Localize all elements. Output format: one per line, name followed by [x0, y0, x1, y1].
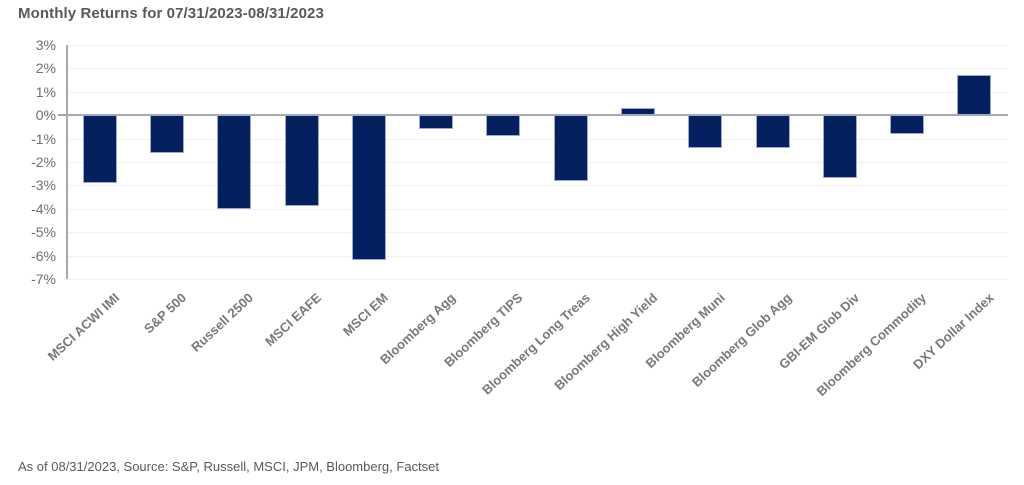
x-label-russell-2500: Russell 2500 — [188, 290, 257, 355]
gridline-1pct — [66, 91, 1008, 93]
bar-s-p-500 — [149, 115, 184, 153]
zero-gridline — [58, 114, 1008, 117]
x-label-msci-eafe: MSCI EAFE — [261, 290, 324, 350]
bar-msci-eafe — [284, 115, 319, 207]
plot-area — [58, 45, 1008, 280]
bar-bloomberg-high-yield — [620, 108, 655, 116]
bar-msci-em — [351, 115, 386, 261]
bar-russell-2500 — [217, 115, 252, 209]
y-tick-label--4pct: -4% — [31, 200, 56, 217]
bar-bloomberg-long-treas — [553, 115, 588, 181]
chart-title: Monthly Returns for 07/31/2023-08/31/202… — [18, 5, 324, 22]
gridline--6pct — [66, 255, 1008, 257]
bar-msci-acwi-imi — [82, 115, 117, 184]
gridline--3pct — [66, 185, 1008, 187]
x-label-s-p-500: S&P 500 — [141, 290, 190, 337]
y-tick-label-0pct: 0% — [35, 107, 56, 124]
x-label-msci-em: MSCI EM — [340, 290, 392, 339]
y-tick-label--3pct: -3% — [31, 177, 56, 194]
y-tick-label-1pct: 1% — [35, 83, 56, 100]
bar-bloomberg-commodity — [890, 115, 925, 134]
bar-bloomberg-agg — [419, 115, 454, 130]
gridline--4pct — [66, 208, 1008, 210]
bar-gbi-em-glob-div — [822, 115, 857, 179]
y-axis-line — [66, 45, 68, 279]
gridline--1pct — [66, 138, 1008, 140]
bar-bloomberg-tips — [486, 115, 521, 137]
gridline--7pct — [66, 279, 1008, 280]
gridline--2pct — [66, 162, 1008, 163]
y-tick-label--1pct: -1% — [31, 130, 56, 147]
chart-footer: As of 08/31/2023, Source: S&P, Russell, … — [18, 459, 440, 474]
y-tick-label-2pct: 2% — [35, 60, 56, 77]
gridline--5pct — [66, 232, 1008, 234]
x-label-bloomberg-commodity: Bloomberg Commodity — [813, 290, 930, 399]
y-tick-label--6pct: -6% — [31, 247, 56, 264]
bar-dxy-dollar-index — [957, 75, 992, 116]
gridline-2pct — [66, 68, 1008, 70]
bar-bloomberg-muni — [688, 115, 723, 148]
y-tick-label--2pct: -2% — [31, 154, 56, 170]
x-label-msci-acwi-imi: MSCI ACWI IMI — [44, 290, 122, 364]
gridline-3pct — [66, 45, 1008, 46]
bar-bloomberg-glob-agg — [755, 115, 790, 148]
y-tick-label-3pct: 3% — [35, 37, 56, 53]
y-tick-label--7pct: -7% — [31, 271, 56, 287]
y-tick-label--5pct: -5% — [31, 224, 56, 241]
